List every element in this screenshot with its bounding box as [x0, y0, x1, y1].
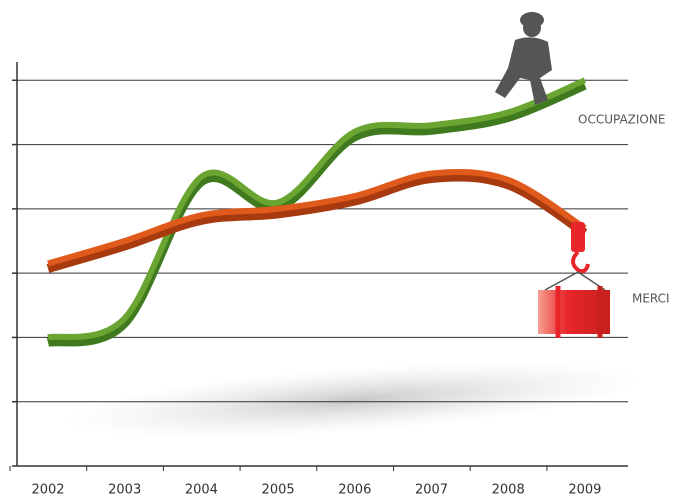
- shadow: [65, 362, 645, 438]
- worker-icon: [495, 12, 552, 105]
- x-tick-label: 2005: [262, 483, 295, 496]
- x-tick-label: 2003: [108, 483, 141, 496]
- series-line: [47, 77, 587, 341]
- x-tick-label: 2009: [568, 483, 601, 496]
- cargo-icon: [538, 222, 610, 338]
- x-tick-label: 2007: [415, 483, 448, 496]
- series-label: OCCUPAZIONE: [578, 113, 665, 127]
- x-tick-label: 2006: [338, 483, 371, 496]
- grid: [12, 79, 628, 403]
- lines: [46, 77, 588, 347]
- series-line: [47, 168, 587, 267]
- x-tick-label: 2004: [185, 483, 218, 496]
- x-tick-label: 2008: [492, 483, 525, 496]
- ribbon-side: [46, 172, 588, 273]
- ribbon-side: [46, 81, 587, 347]
- x-tick-label: 2002: [31, 483, 64, 496]
- series-label: MERCI: [632, 292, 670, 306]
